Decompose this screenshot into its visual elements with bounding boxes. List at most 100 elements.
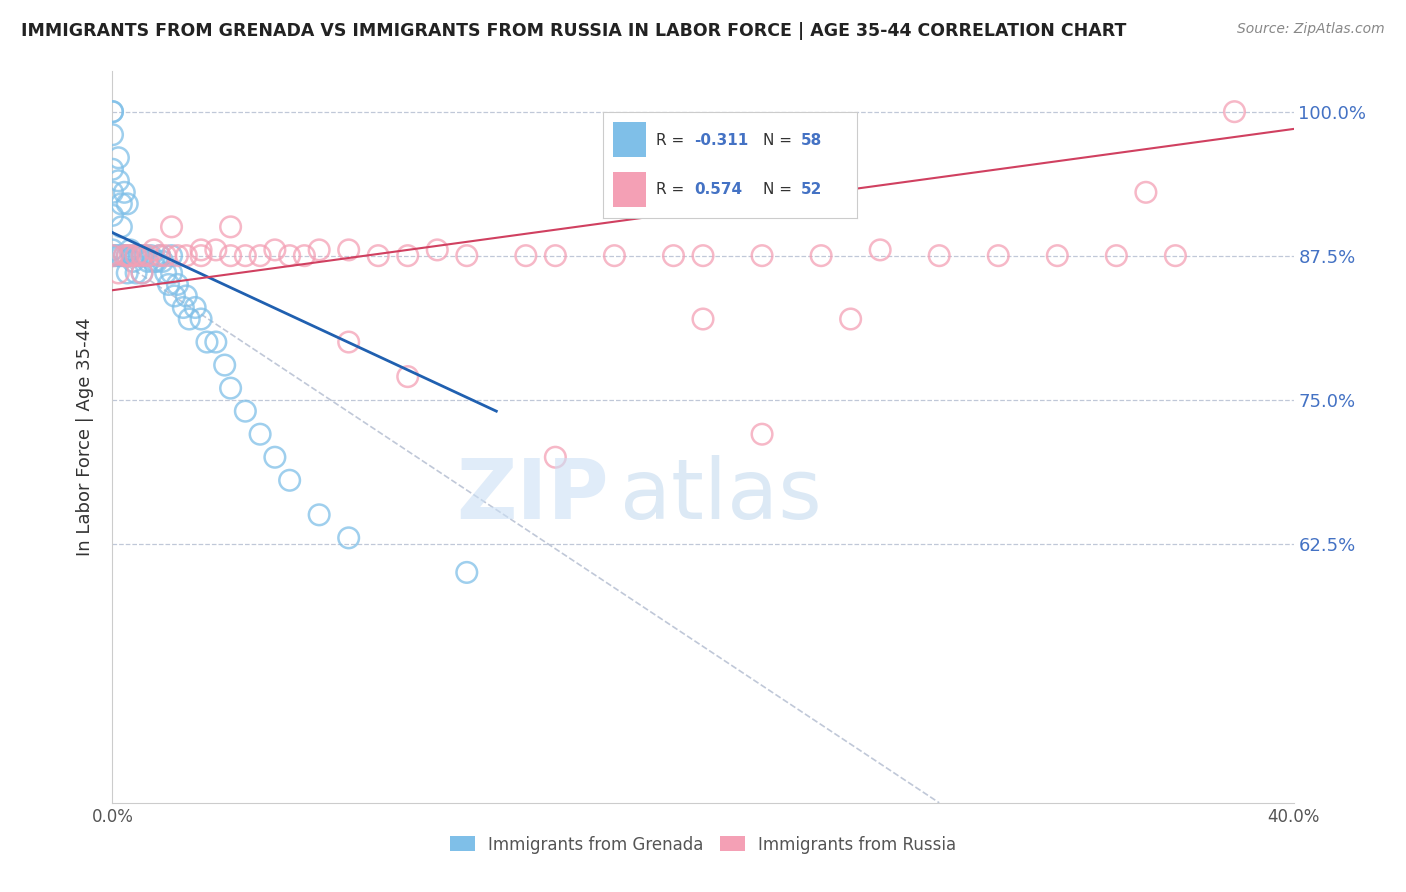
Point bbox=[179, 312, 201, 326]
Point bbox=[125, 249, 148, 263]
Point bbox=[174, 289, 197, 303]
Point bbox=[131, 266, 153, 280]
Point bbox=[515, 249, 537, 263]
Point bbox=[396, 249, 419, 263]
Point bbox=[149, 249, 172, 263]
Point bbox=[149, 249, 172, 263]
Text: IMMIGRANTS FROM GRENADA VS IMMIGRANTS FROM RUSSIA IN LABOR FORCE | AGE 35-44 COR: IMMIGRANTS FROM GRENADA VS IMMIGRANTS FR… bbox=[21, 22, 1126, 40]
Point bbox=[1046, 249, 1069, 263]
Point bbox=[184, 301, 207, 315]
Point bbox=[107, 151, 129, 165]
Point bbox=[928, 249, 950, 263]
Point bbox=[131, 249, 153, 263]
Point bbox=[122, 254, 145, 268]
Point bbox=[205, 243, 228, 257]
Point bbox=[110, 197, 132, 211]
Point bbox=[426, 243, 449, 257]
Point bbox=[337, 334, 360, 349]
Point bbox=[157, 277, 180, 292]
Point bbox=[337, 531, 360, 545]
Point bbox=[205, 334, 228, 349]
Point bbox=[163, 289, 186, 303]
Point bbox=[166, 249, 188, 263]
Point bbox=[214, 358, 236, 372]
Point bbox=[1135, 186, 1157, 200]
Point bbox=[367, 249, 389, 263]
Point bbox=[987, 249, 1010, 263]
Point bbox=[117, 249, 138, 263]
Point bbox=[128, 249, 150, 263]
Point bbox=[155, 266, 177, 280]
Point bbox=[101, 104, 124, 119]
Point bbox=[278, 473, 301, 487]
Point bbox=[810, 249, 832, 263]
Point bbox=[120, 243, 142, 257]
Point bbox=[190, 312, 212, 326]
Point bbox=[174, 249, 197, 263]
Point bbox=[142, 243, 165, 257]
Point bbox=[101, 249, 124, 263]
Point bbox=[146, 254, 169, 268]
Point bbox=[120, 249, 142, 263]
Point bbox=[264, 450, 287, 465]
Point bbox=[190, 249, 212, 263]
Point bbox=[122, 249, 145, 263]
Point bbox=[112, 249, 135, 263]
Point bbox=[155, 249, 177, 263]
Point bbox=[107, 266, 129, 280]
Point bbox=[278, 249, 301, 263]
Point bbox=[160, 249, 183, 263]
Point bbox=[662, 249, 685, 263]
Point bbox=[264, 243, 287, 257]
Point bbox=[233, 249, 256, 263]
Text: Source: ZipAtlas.com: Source: ZipAtlas.com bbox=[1237, 22, 1385, 37]
Point bbox=[117, 266, 138, 280]
Point bbox=[101, 186, 124, 200]
Point bbox=[125, 249, 148, 263]
Text: atlas: atlas bbox=[620, 455, 823, 536]
Point bbox=[136, 254, 159, 268]
Point bbox=[233, 404, 256, 418]
Point bbox=[1223, 104, 1246, 119]
Point bbox=[101, 249, 124, 263]
Point bbox=[292, 249, 315, 263]
Point bbox=[101, 128, 124, 142]
Point bbox=[337, 243, 360, 257]
Text: ZIP: ZIP bbox=[456, 455, 609, 536]
Point bbox=[544, 249, 567, 263]
Point bbox=[751, 427, 773, 442]
Point bbox=[142, 254, 165, 268]
Point bbox=[219, 219, 242, 234]
Point bbox=[134, 249, 156, 263]
Point bbox=[117, 197, 138, 211]
Point bbox=[544, 450, 567, 465]
Point bbox=[117, 249, 138, 263]
Point bbox=[249, 249, 271, 263]
Point bbox=[308, 243, 330, 257]
Point bbox=[152, 254, 174, 268]
Point bbox=[308, 508, 330, 522]
Point bbox=[692, 249, 714, 263]
Point bbox=[107, 174, 129, 188]
Point bbox=[160, 266, 183, 280]
Point bbox=[166, 277, 188, 292]
Point bbox=[101, 104, 124, 119]
Point bbox=[751, 249, 773, 263]
Point bbox=[131, 249, 153, 263]
Point bbox=[692, 312, 714, 326]
Point bbox=[107, 249, 129, 263]
Point bbox=[456, 566, 478, 580]
Point bbox=[456, 249, 478, 263]
Point bbox=[160, 219, 183, 234]
Point bbox=[603, 249, 626, 263]
Point bbox=[101, 208, 124, 222]
Point bbox=[190, 243, 212, 257]
Point bbox=[101, 162, 124, 177]
Point bbox=[125, 266, 148, 280]
Point bbox=[110, 249, 132, 263]
Point bbox=[1164, 249, 1187, 263]
Point bbox=[195, 334, 218, 349]
Point bbox=[172, 301, 194, 315]
Point bbox=[112, 186, 135, 200]
Point bbox=[219, 249, 242, 263]
